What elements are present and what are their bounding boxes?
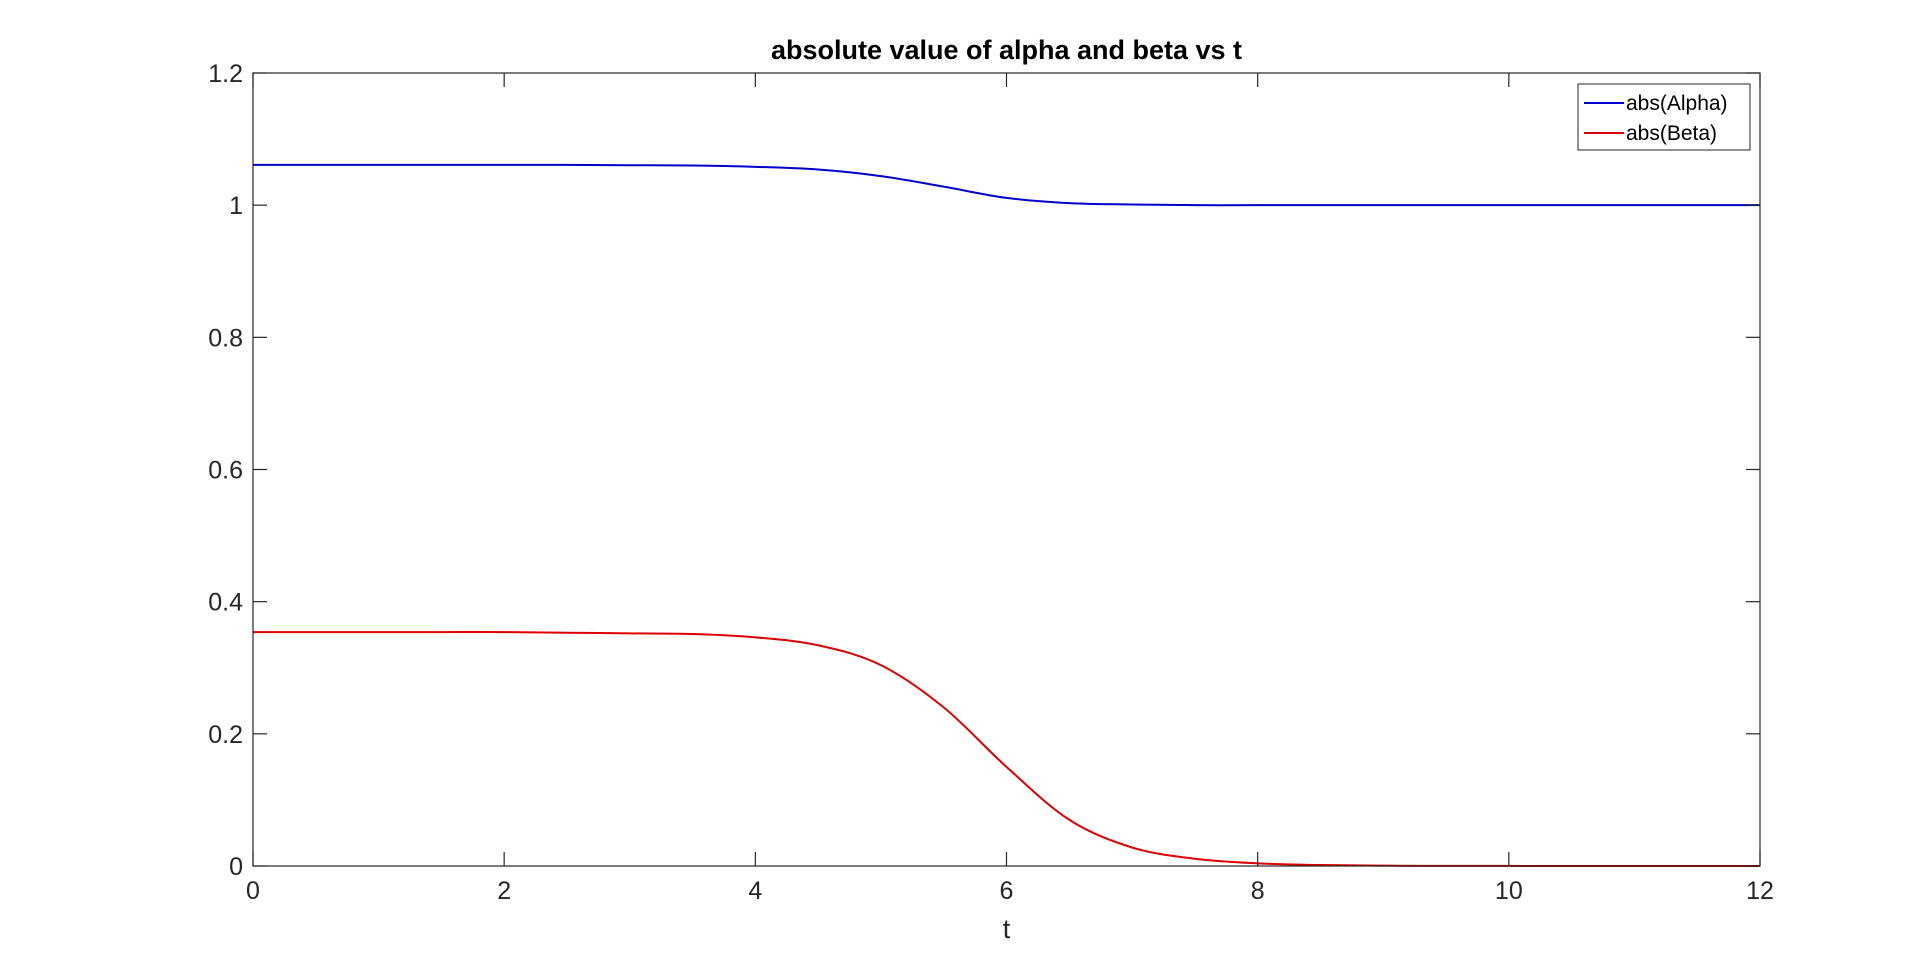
y-tick-label: 0.2 [208,721,243,749]
legend: abs(Alpha) abs(Beta) [1577,83,1751,151]
ticks: 0 2 4 6 8 10 12 0 0.2 0.4 0.6 0.8 1 1.2 [208,60,1774,905]
y-tick-label: 0 [229,853,243,881]
x-tick-label: 2 [497,877,511,905]
y-tick-label: 1.2 [208,60,243,88]
x-tick-label: 10 [1495,877,1523,905]
legend-label-alpha: abs(Alpha) [1626,92,1728,115]
series-line-alpha [252,163,1760,207]
legend-box [1577,83,1751,151]
y-tick-label: 1 [229,192,243,220]
chart-title: absolute value of alpha and beta vs t [771,35,1242,65]
x-tick-label: 0 [246,877,260,905]
legend-label-beta: abs(Beta) [1626,122,1717,145]
y-tick-label: 0.6 [208,457,243,485]
x-tick-label: 6 [1000,877,1014,905]
x-tick-label: 8 [1251,877,1265,905]
y-tick-label: 0.4 [208,589,243,617]
plot-area [253,73,1760,866]
x-axis-label: t [1003,914,1011,944]
x-tick-label: 12 [1746,877,1774,905]
plot-background [253,73,1760,866]
y-tick-label: 0.8 [208,324,243,352]
x-tick-label: 4 [748,877,762,905]
